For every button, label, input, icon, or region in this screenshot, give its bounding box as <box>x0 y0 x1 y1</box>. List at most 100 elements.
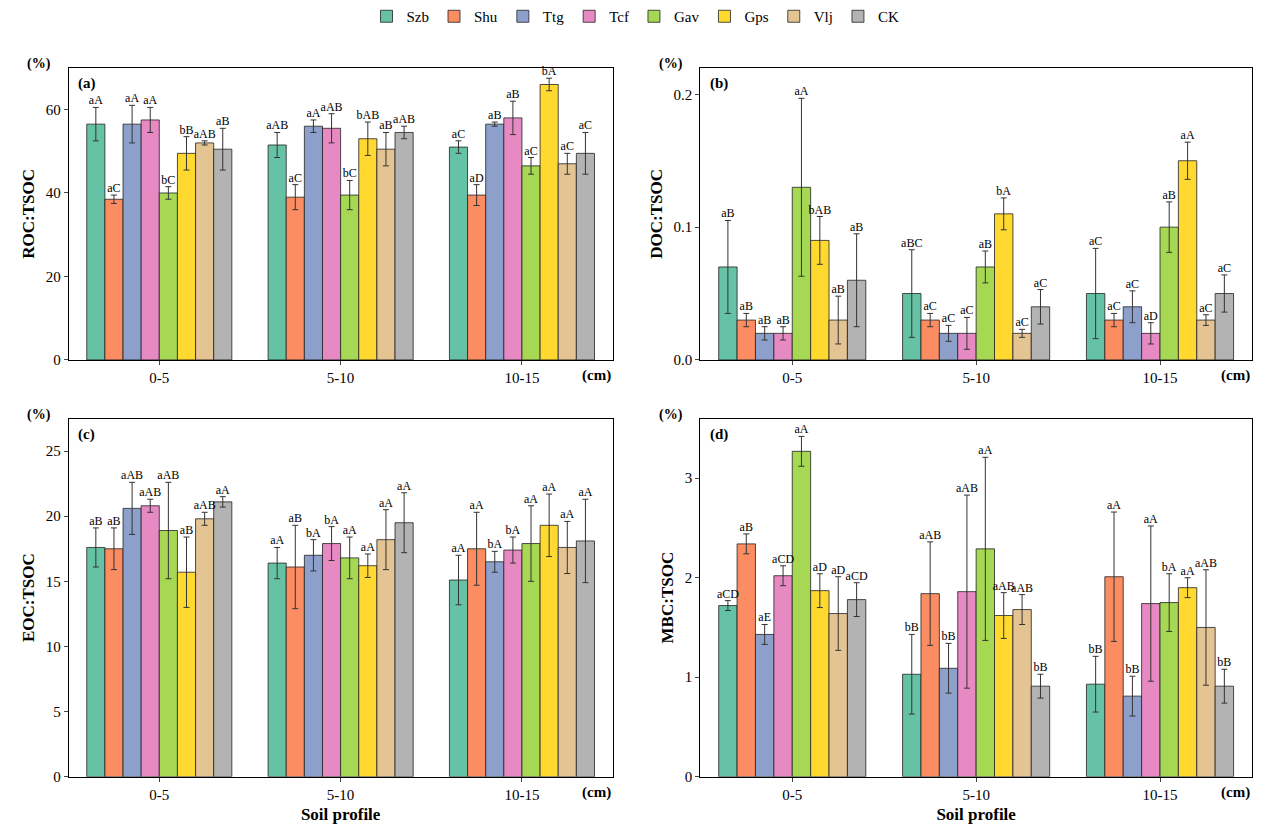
svg-text:aA: aA <box>343 523 357 537</box>
svg-text:10: 10 <box>46 639 61 655</box>
svg-text:bC: bC <box>343 166 357 180</box>
svg-text:Gps: Gps <box>744 9 768 25</box>
svg-text:aA: aA <box>524 492 538 506</box>
svg-text:aB: aB <box>107 514 120 528</box>
svg-text:aB: aB <box>1163 188 1176 202</box>
svg-text:bB: bB <box>1089 642 1103 656</box>
svg-text:aAB: aAB <box>919 528 941 542</box>
svg-text:aB: aB <box>740 299 753 313</box>
svg-text:aAB: aAB <box>321 100 343 114</box>
svg-text:CK: CK <box>878 9 899 25</box>
svg-text:bA: bA <box>542 64 557 78</box>
svg-text:aA: aA <box>306 106 320 120</box>
svg-text:bAB: bAB <box>356 108 379 122</box>
svg-text:aC: aC <box>942 311 955 325</box>
svg-text:aAB: aAB <box>139 485 161 499</box>
svg-text:(cm): (cm) <box>582 367 611 384</box>
svg-text:MBC:TSOC: MBC:TSOC <box>658 552 677 644</box>
svg-text:0: 0 <box>53 352 61 368</box>
svg-text:aC: aC <box>107 181 120 195</box>
svg-text:bC: bC <box>161 173 175 187</box>
svg-text:aC: aC <box>1199 301 1212 315</box>
svg-text:20: 20 <box>46 508 61 524</box>
svg-text:aC: aC <box>1015 315 1028 329</box>
svg-text:aCD: aCD <box>772 552 794 566</box>
svg-text:(%): (%) <box>659 56 683 72</box>
svg-text:aAB: aAB <box>194 498 216 512</box>
svg-text:aC: aC <box>960 303 973 317</box>
svg-text:Szb: Szb <box>407 9 430 25</box>
svg-text:aAB: aAB <box>194 127 216 141</box>
svg-text:aA: aA <box>1107 498 1121 512</box>
svg-text:20: 20 <box>46 269 61 285</box>
svg-text:ROC:TSOC: ROC:TSOC <box>19 169 38 259</box>
svg-text:Shu: Shu <box>474 9 498 25</box>
svg-text:bB: bB <box>1217 655 1231 669</box>
svg-text:aBC: aBC <box>901 236 922 250</box>
svg-text:5: 5 <box>53 704 61 720</box>
svg-text:(b): (b) <box>710 75 728 92</box>
svg-text:5-10: 5-10 <box>327 787 355 803</box>
svg-text:Soil profile: Soil profile <box>301 805 381 824</box>
svg-text:Vlj: Vlj <box>814 9 833 25</box>
svg-text:0.0: 0.0 <box>674 352 693 368</box>
svg-text:aC: aC <box>1089 234 1102 248</box>
svg-text:bAB: bAB <box>809 203 832 217</box>
svg-text:Ttg: Ttg <box>543 9 564 25</box>
svg-text:10-15: 10-15 <box>504 787 539 803</box>
svg-text:(c): (c) <box>78 426 95 443</box>
svg-text:aAB: aAB <box>993 579 1015 593</box>
svg-text:15: 15 <box>46 574 61 590</box>
svg-text:5-10: 5-10 <box>962 787 990 803</box>
svg-text:aA: aA <box>470 498 484 512</box>
svg-text:aB: aB <box>379 118 392 132</box>
svg-text:10-15: 10-15 <box>1143 787 1178 803</box>
svg-text:10-15: 10-15 <box>504 370 539 386</box>
svg-text:5-10: 5-10 <box>327 370 355 386</box>
svg-text:aB: aB <box>832 282 845 296</box>
svg-text:(%): (%) <box>27 56 51 72</box>
svg-text:aA: aA <box>397 479 411 493</box>
svg-text:aAB: aAB <box>956 481 978 495</box>
svg-text:aA: aA <box>578 485 592 499</box>
svg-text:60: 60 <box>46 102 61 118</box>
svg-text:aC: aC <box>289 171 302 185</box>
svg-text:aA: aA <box>125 91 139 105</box>
svg-text:aC: aC <box>1034 276 1047 290</box>
svg-text:aC: aC <box>561 139 574 153</box>
svg-text:aC: aC <box>1126 277 1139 291</box>
svg-text:aD: aD <box>1144 309 1158 323</box>
svg-text:0-5: 0-5 <box>782 370 802 386</box>
svg-text:(cm): (cm) <box>1221 784 1250 801</box>
svg-text:bA: bA <box>324 513 339 527</box>
svg-text:aC: aC <box>1107 299 1120 313</box>
svg-text:(%): (%) <box>659 407 683 423</box>
svg-text:0-5: 0-5 <box>149 370 169 386</box>
svg-text:aAB: aAB <box>1011 581 1033 595</box>
svg-text:(d): (d) <box>710 426 728 443</box>
svg-text:aB: aB <box>979 237 992 251</box>
svg-text:bA: bA <box>996 184 1011 198</box>
svg-text:bA: bA <box>506 523 521 537</box>
svg-text:aA: aA <box>560 507 574 521</box>
svg-text:Soil profile: Soil profile <box>936 805 1016 824</box>
svg-text:aC: aC <box>579 118 592 132</box>
svg-text:bB: bB <box>1033 660 1047 674</box>
svg-text:0: 0 <box>685 769 693 785</box>
svg-text:aB: aB <box>216 114 229 128</box>
svg-text:aB: aB <box>850 220 863 234</box>
svg-text:aA: aA <box>270 533 284 547</box>
svg-text:aB: aB <box>740 520 753 534</box>
svg-text:aB: aB <box>721 206 734 220</box>
svg-text:aAB: aAB <box>266 118 288 132</box>
svg-text:1: 1 <box>685 669 693 685</box>
svg-text:0-5: 0-5 <box>782 787 802 803</box>
svg-text:(%): (%) <box>27 407 51 423</box>
svg-text:aAB: aAB <box>121 468 143 482</box>
svg-text:aA: aA <box>379 496 393 510</box>
svg-text:Tcf: Tcf <box>609 9 629 25</box>
svg-text:aA: aA <box>89 93 103 107</box>
svg-text:aB: aB <box>289 511 302 525</box>
svg-text:40: 40 <box>46 185 61 201</box>
svg-text:aA: aA <box>794 84 808 98</box>
